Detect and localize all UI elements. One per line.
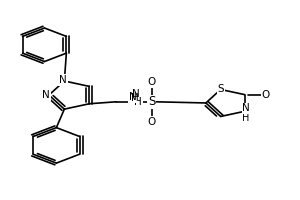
- Text: H: H: [242, 113, 250, 123]
- Text: S: S: [148, 95, 155, 108]
- Text: N: N: [42, 90, 50, 100]
- Text: S: S: [218, 84, 224, 94]
- Text: N: N: [59, 75, 67, 85]
- Text: O: O: [148, 77, 156, 87]
- Text: N: N: [132, 89, 140, 99]
- Text: O: O: [148, 117, 156, 127]
- Text: N: N: [242, 103, 250, 113]
- Text: H: H: [131, 93, 139, 103]
- Text: O: O: [261, 90, 269, 100]
- Text: H: H: [134, 97, 142, 107]
- Text: N: N: [129, 92, 137, 102]
